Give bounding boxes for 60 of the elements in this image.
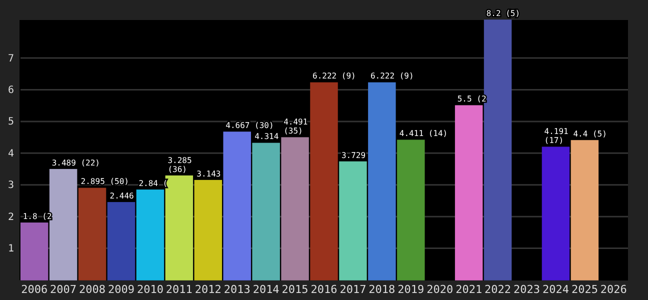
data-label: 4.411 (14) <box>399 129 448 138</box>
data-label: 2.84 ( <box>138 178 168 188</box>
x-tick-label: 2025 <box>571 282 598 296</box>
data-label: 3.285 (36) <box>168 156 192 174</box>
x-tick-label: 2016 <box>310 282 338 296</box>
y-tick-label: 1 <box>8 243 14 254</box>
bar <box>281 137 309 280</box>
x-tick-label: 2017 <box>340 282 366 296</box>
bar <box>223 132 251 280</box>
bar <box>107 202 136 280</box>
y-tick-label: 2 <box>8 212 14 223</box>
data-label: 3.489 (22) <box>52 158 100 168</box>
x-tick-label: 2009 <box>108 282 134 296</box>
y-tick-label: 5 <box>8 116 14 128</box>
x-tick-label: 2023 <box>514 282 540 296</box>
x-tick-label: 2007 <box>50 282 77 296</box>
bar <box>78 188 106 280</box>
data-label: 4.4 (5) <box>573 129 607 138</box>
x-tick-label: 2020 <box>426 282 454 296</box>
bar <box>310 82 338 280</box>
bar <box>165 175 194 280</box>
x-tick-label: 2018 <box>368 282 396 296</box>
x-tick-label: 2013 <box>224 282 250 296</box>
data-label: 3.143 <box>196 169 221 178</box>
bar <box>397 140 425 280</box>
bar <box>194 180 222 280</box>
x-tick-label: 2014 <box>252 282 280 296</box>
data-label: 4.667 (30) <box>226 121 274 130</box>
x-tick-label: 2019 <box>398 282 424 296</box>
data-label: 4.491 (35) <box>284 118 308 136</box>
data-label: 6.222 (9) <box>370 72 414 81</box>
data-label: 3.729 <box>341 150 366 160</box>
data-label: 2.895 (50) <box>80 177 129 186</box>
bar <box>252 142 280 280</box>
bar <box>136 190 164 280</box>
x-tick-label: 2012 <box>194 282 222 296</box>
bar <box>570 140 599 280</box>
x-tick-label: 2006 <box>21 282 48 296</box>
bar <box>368 82 396 280</box>
x-tick-label: 2024 <box>542 282 570 296</box>
data-label: 4.314 <box>254 132 279 142</box>
x-tick-label: 2015 <box>282 282 308 296</box>
bar <box>339 161 367 280</box>
x-tick-label: 2022 <box>484 282 512 296</box>
data-label: 4.191 (17) <box>544 127 569 146</box>
y-tick-label: 6 <box>8 84 14 96</box>
x-tick-label: 2010 <box>136 282 164 296</box>
data-label: 6.222 (9) <box>312 72 356 81</box>
x-tick-label: 2026 <box>600 282 627 296</box>
y-tick-label: 4 <box>8 148 14 160</box>
data-label: 8.2 (5) <box>486 9 520 18</box>
data-label: 2.446 <box>110 191 134 200</box>
bar <box>20 222 48 280</box>
bar <box>542 146 570 280</box>
x-tick-label: 2021 <box>456 282 482 296</box>
y-tick-label: 7 <box>8 53 14 64</box>
bar <box>454 105 483 280</box>
x-tick-label: 2011 <box>166 282 192 296</box>
y-tick-label: 3 <box>8 180 14 192</box>
x-tick-label: 2008 <box>79 282 106 296</box>
